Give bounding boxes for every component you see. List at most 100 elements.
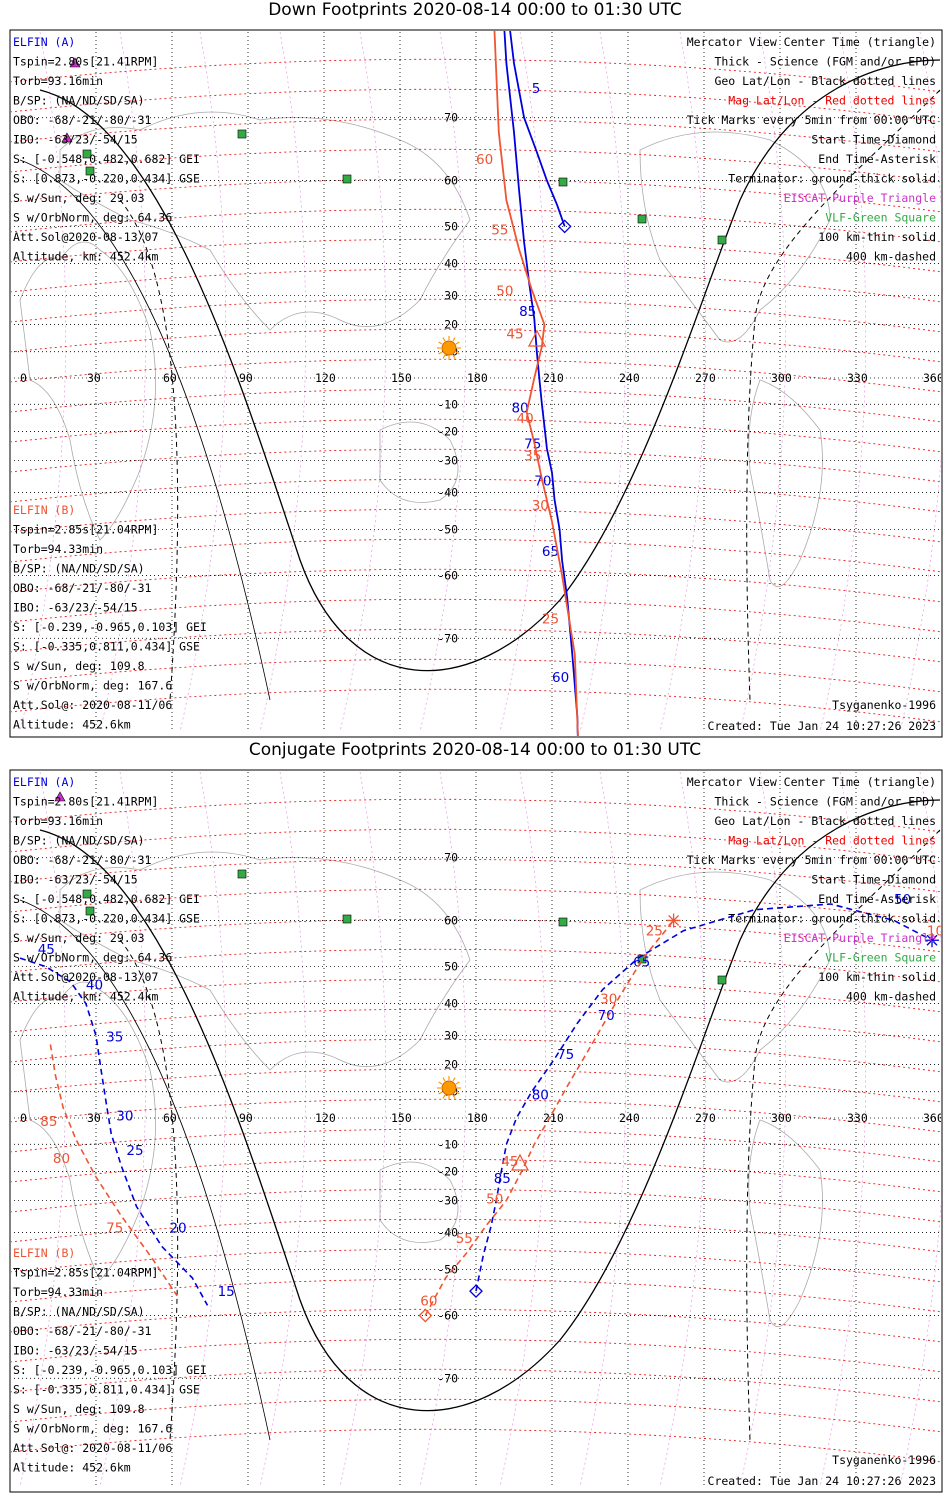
mag-lat-line: [11, 1008, 941, 1043]
terminator-100km: [19, 159, 271, 701]
lat-tick-label: 70: [444, 851, 458, 865]
model-label: Tsyganenko-1996: [832, 1453, 936, 1467]
coastline: [19, 981, 157, 1281]
terminator-400km-east: [746, 829, 941, 1441]
lat-tick-label: 60: [444, 913, 458, 927]
mag-lat-line: [11, 118, 941, 153]
track-time-label: 80: [532, 1088, 549, 1104]
lon-tick-label: 60: [163, 1111, 177, 1125]
track-time-label: 75: [106, 1220, 123, 1236]
track-time-label: 30: [532, 498, 549, 514]
lat-tick-label: 30: [444, 289, 458, 303]
mag-lat-line: [11, 238, 941, 273]
mag-lat-line: [11, 598, 941, 633]
lat-tick-label: -70: [437, 631, 458, 645]
mag-lat-line: [11, 148, 941, 183]
elfin-b-info-line: Altitude: 452.6km: [13, 718, 131, 732]
lon-tick-label: 120: [315, 371, 336, 385]
lon-tick-label: 300: [771, 1111, 792, 1125]
lon-tick-label: 30: [87, 1111, 101, 1125]
track-time-label: 30: [600, 992, 617, 1008]
lat-tick-label: -20: [437, 1164, 458, 1178]
vlf-station-icon: [637, 214, 647, 224]
lat-tick-label: -50: [437, 523, 458, 537]
sun-ray: [438, 351, 443, 355]
legend-entry: Mercator View Center Time (triangle): [687, 775, 936, 789]
elfin-a-info-line: S w/OrbNorm, deg: 64.36: [13, 211, 172, 225]
elfin-a-info-line: OBO: -68/-21/-80/-31: [13, 113, 152, 127]
legend-entry: EISCAT-Purple Triangle: [784, 931, 936, 945]
legend-entry: VLF-Green Square: [825, 951, 936, 965]
lat-tick-label: -10: [437, 1137, 458, 1151]
terminator-400km: [119, 939, 179, 1441]
mag-lat-line: [11, 1158, 941, 1193]
track-time-label: 5: [532, 81, 541, 97]
coastline: [639, 131, 831, 343]
lon-tick-label: 270: [695, 1111, 716, 1125]
elfin-a-label: ELFIN (A): [13, 775, 75, 789]
sun-ray: [438, 1081, 443, 1085]
plot-frame: [9, 29, 943, 738]
lon-tick-label: 240: [619, 1111, 640, 1125]
track-time-label: 80: [53, 1151, 70, 1167]
created-label: Created: Tue Jan 24 10:27:26 2023: [708, 1474, 937, 1488]
vlf-station-icon: [342, 914, 352, 924]
coastline: [59, 111, 471, 331]
sun-ray: [438, 341, 443, 345]
elfin-a-info-line: B/SP: (NA/ND/SD/SA): [13, 834, 145, 848]
vlf-station-icon: [717, 235, 727, 245]
lon-tick-label: 0: [20, 371, 27, 385]
lat-tick-label: -30: [437, 1193, 458, 1207]
track-time-label: 45: [38, 942, 55, 958]
lon-tick-label: 330: [847, 1111, 868, 1125]
elfin-a-info-line: IBO: -63/23/-54/15: [13, 133, 138, 147]
elfin-b-info-line: Tspin=2.85s[21.04RPM]: [13, 1266, 158, 1280]
mag-lat-line: [11, 358, 941, 393]
plot-frame: [9, 769, 943, 1493]
mag-lat-line: [11, 948, 941, 983]
sun-ray: [455, 1091, 460, 1095]
end-asterisk-icon: [666, 913, 681, 928]
lat-tick-label: -40: [437, 485, 458, 499]
elfin-b-info-line: S: [-0.239,-0.965,0.103] GEI: [13, 1363, 207, 1377]
elfin-b-info-line: Tspin=2.85s[21.04RPM]: [13, 523, 158, 537]
lon-tick-label: 360: [923, 371, 944, 385]
mag-lat-line: [11, 798, 941, 833]
conjugate-footprints-map: 0 30 60 90 120 150 180 210 240 270 300 330 360 70 60 50…: [9, 769, 944, 1493]
lon-tick-label: 210: [543, 371, 564, 385]
down-footprints-map: 0 30 60 90 120 150 180 210 240 270 300 330 360 70 60 50…: [9, 29, 944, 738]
conjugate-footprints-panel: Conjugate Footprints 2020-08-14 00:00 to…: [0, 740, 950, 1500]
mag-lat-line: [11, 478, 941, 513]
sun-icon: [441, 1080, 457, 1096]
start-diamond-icon: [557, 219, 572, 234]
legend-entry: 400 km-dashed: [846, 250, 936, 264]
mag-lat-line: [11, 58, 941, 93]
track-time-label: 20: [169, 1220, 186, 1236]
elfin-a-info-line: S w/OrbNorm, deg: 64.36: [13, 951, 172, 965]
start-diamond-icon: [418, 1308, 433, 1323]
footprint-track-a: [503, 31, 579, 736]
legend-entry: VLF-Green Square: [825, 211, 936, 225]
elfin-b-label: ELFIN (B): [13, 503, 75, 517]
track-time-label: 10: [927, 923, 944, 939]
mag-lat-line: [11, 1308, 941, 1343]
lat-tick-label: 40: [444, 257, 458, 271]
mag-lat-line: [11, 1398, 941, 1433]
elfin-b-info-line: B/SP: (NA/ND/SD/SA): [13, 562, 145, 576]
sun-ray: [452, 337, 456, 342]
coastline: [379, 1161, 459, 1243]
vlf-station-icon: [85, 906, 95, 916]
terminator-ground: [39, 59, 941, 672]
legend-entry: Thick - Science (FGM and/or EPD): [714, 55, 936, 69]
elfin-b-info-line: S w/OrbNorm, deg: 167.6: [13, 679, 172, 693]
track-time-label: 85: [494, 1171, 511, 1187]
elfin-a-info-line: Att.Sol@2020-08-13/07: [13, 230, 158, 244]
elfin-a-label: ELFIN (A): [13, 35, 75, 49]
mag-lat-line: [11, 888, 941, 923]
sun-ray: [452, 1077, 456, 1082]
map-layer: 0 30 60 90 120 150 180 210 240 270 300 330 360 70 60 50…: [11, 771, 944, 1488]
mag-lat-line: [11, 538, 941, 573]
track-time-label: 35: [106, 1030, 123, 1046]
end-asterisk-icon: [925, 933, 939, 948]
mag-lat-line: [11, 448, 941, 483]
